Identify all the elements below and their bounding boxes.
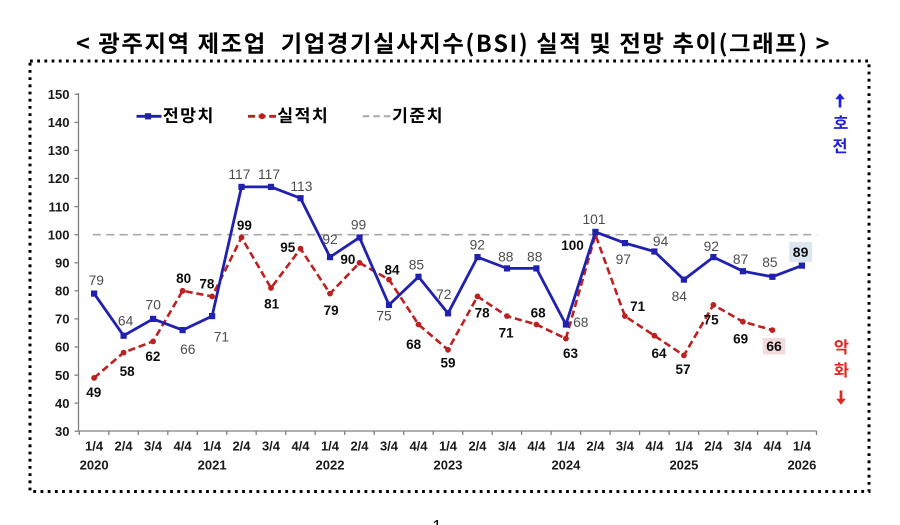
svg-text:68: 68	[573, 315, 589, 330]
svg-text:94: 94	[653, 234, 669, 249]
svg-text:97: 97	[616, 252, 631, 267]
svg-text:99: 99	[237, 218, 252, 233]
svg-text:1/4: 1/4	[675, 439, 694, 454]
svg-text:66: 66	[766, 338, 782, 354]
svg-text:71: 71	[214, 329, 229, 344]
svg-text:78: 78	[475, 306, 491, 321]
svg-text:30: 30	[55, 424, 69, 439]
svg-text:63: 63	[563, 346, 579, 361]
svg-text:3/4: 3/4	[616, 439, 635, 454]
svg-text:1/4: 1/4	[321, 439, 340, 454]
svg-text:150: 150	[48, 87, 70, 102]
svg-text:81: 81	[264, 297, 280, 312]
svg-text:72: 72	[436, 287, 451, 302]
svg-text:92: 92	[322, 232, 337, 247]
svg-text:100: 100	[561, 238, 584, 253]
svg-text:2021: 2021	[198, 458, 227, 473]
svg-text:62: 62	[145, 349, 160, 364]
svg-text:101: 101	[582, 212, 605, 227]
svg-text:79: 79	[324, 303, 339, 318]
svg-text:3/4: 3/4	[380, 439, 399, 454]
svg-text:1: 1	[432, 517, 441, 525]
svg-text:84: 84	[672, 289, 688, 304]
svg-text:2020: 2020	[80, 458, 109, 473]
svg-text:69: 69	[733, 332, 748, 347]
svg-text:80: 80	[176, 271, 191, 286]
svg-text:4/4: 4/4	[527, 439, 546, 454]
svg-text:3/4: 3/4	[144, 439, 163, 454]
svg-text:2/4: 2/4	[115, 439, 134, 454]
svg-text:59: 59	[440, 355, 455, 370]
svg-text:1/4: 1/4	[439, 439, 458, 454]
svg-text:90: 90	[340, 252, 355, 267]
svg-text:2026: 2026	[787, 458, 816, 473]
svg-text:80: 80	[55, 284, 69, 299]
svg-text:70: 70	[55, 312, 69, 327]
svg-text:117: 117	[258, 167, 280, 182]
svg-text:110: 110	[49, 199, 70, 214]
svg-text:2/4: 2/4	[468, 439, 487, 454]
svg-text:87: 87	[733, 252, 748, 267]
svg-text:1/4: 1/4	[203, 439, 222, 454]
svg-text:120: 120	[48, 171, 70, 186]
svg-text:70: 70	[146, 298, 162, 313]
svg-text:117: 117	[228, 167, 250, 182]
svg-text:64: 64	[118, 314, 134, 329]
svg-text:60: 60	[55, 340, 69, 355]
svg-text:2024: 2024	[551, 458, 581, 473]
svg-text:58: 58	[120, 364, 136, 379]
svg-text:4/4: 4/4	[763, 439, 782, 454]
svg-text:66: 66	[180, 342, 196, 357]
svg-text:75: 75	[704, 313, 720, 328]
svg-text:1/4: 1/4	[793, 439, 812, 454]
svg-text:88: 88	[527, 250, 543, 265]
svg-text:2022: 2022	[316, 458, 345, 473]
svg-text:4/4: 4/4	[291, 439, 310, 454]
svg-text:68: 68	[406, 337, 422, 352]
svg-text:3/4: 3/4	[262, 439, 281, 454]
svg-text:3/4: 3/4	[498, 439, 517, 454]
svg-text:113: 113	[290, 179, 312, 194]
svg-text:64: 64	[651, 346, 667, 361]
svg-text:2025: 2025	[669, 458, 698, 473]
svg-text:140: 140	[48, 115, 70, 130]
svg-text:68: 68	[531, 306, 547, 321]
svg-text:95: 95	[280, 240, 296, 255]
svg-text:2/4: 2/4	[704, 439, 723, 454]
svg-text:85: 85	[409, 257, 425, 272]
svg-text:92: 92	[704, 239, 719, 254]
svg-text:1/4: 1/4	[557, 439, 576, 454]
svg-text:50: 50	[55, 368, 69, 383]
svg-text:4/4: 4/4	[409, 439, 428, 454]
svg-text:2/4: 2/4	[350, 439, 369, 454]
svg-text:2/4: 2/4	[232, 439, 251, 454]
svg-text:85: 85	[762, 255, 778, 270]
svg-text:4/4: 4/4	[174, 439, 193, 454]
svg-text:92: 92	[470, 238, 485, 253]
svg-text:1/4: 1/4	[85, 439, 104, 454]
svg-text:2/4: 2/4	[586, 439, 605, 454]
svg-text:100: 100	[48, 227, 70, 242]
svg-text:130: 130	[48, 143, 70, 158]
svg-text:71: 71	[630, 299, 646, 314]
svg-text:84: 84	[384, 263, 400, 278]
svg-text:40: 40	[55, 396, 69, 411]
svg-text:49: 49	[86, 385, 101, 400]
svg-text:78: 78	[199, 277, 215, 292]
svg-text:3/4: 3/4	[734, 439, 753, 454]
svg-text:99: 99	[351, 218, 367, 233]
svg-text:2023: 2023	[434, 458, 463, 473]
svg-text:89: 89	[793, 244, 809, 260]
svg-text:4/4: 4/4	[645, 439, 664, 454]
svg-text:71: 71	[499, 325, 515, 340]
svg-text:79: 79	[89, 273, 105, 288]
svg-text:75: 75	[376, 308, 392, 323]
svg-text:57: 57	[675, 362, 690, 377]
svg-text:88: 88	[498, 250, 514, 265]
svg-text:90: 90	[55, 255, 69, 270]
